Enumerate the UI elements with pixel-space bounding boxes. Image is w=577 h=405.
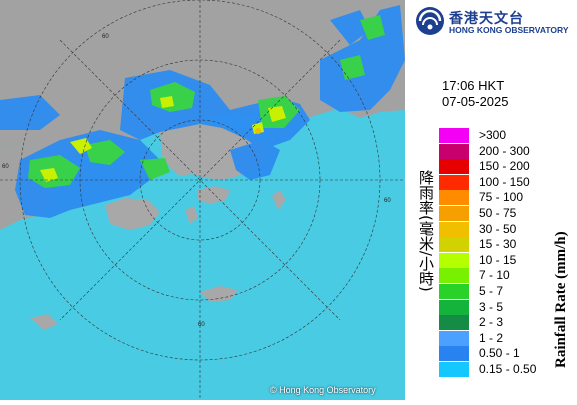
org-name-en: HONG KONG OBSERVATORY <box>449 25 569 35</box>
legend-item: 3 - 5 <box>439 299 577 315</box>
legend-item: 50 - 75 <box>439 206 577 221</box>
legend-label: 100 - 150 <box>479 174 530 189</box>
legend-label: 15 - 30 <box>479 237 517 252</box>
rain-echoes-heavy <box>40 96 286 182</box>
legend-swatch <box>439 174 469 190</box>
obs-time: 17:06 HKT <box>442 78 505 93</box>
legend-item: 0.50 - 1 <box>439 346 577 362</box>
legend-swatch <box>439 128 469 143</box>
legend-swatch <box>439 346 469 362</box>
range-label-west: 60 <box>2 164 9 170</box>
legend-swatch <box>439 252 469 268</box>
legend-panel: 香港天文台 HONG KONG OBSERVATORY 17:06 HKT 07… <box>405 0 577 400</box>
legend-item: 30 - 50 <box>439 221 577 237</box>
legend-swatch <box>439 268 469 284</box>
legend-item: 10 - 15 <box>439 252 577 268</box>
legend-swatch <box>439 190 469 206</box>
legend-label: 2 - 3 <box>479 315 504 330</box>
legend-swatch <box>439 315 469 331</box>
legend-label: >300 <box>479 128 507 142</box>
legend-swatch <box>439 206 469 221</box>
legend-item: 7 - 10 <box>439 268 577 284</box>
mainland-china <box>0 0 405 160</box>
hko-logo: 香港天文台 HONG KONG OBSERVATORY <box>415 6 575 38</box>
legend-label: 10 - 15 <box>479 252 517 267</box>
eastern-islands <box>272 190 286 210</box>
obs-date: 07-05-2025 <box>442 94 509 109</box>
legend-title-en-wrap: Rainfall Rate (mm/h) <box>551 168 571 368</box>
wanshan-islands <box>200 286 238 302</box>
legend-swatch <box>439 299 469 315</box>
range-label-north: 60 <box>102 34 109 40</box>
legend-item: 100 - 150 <box>439 174 577 190</box>
legend-label: 3 - 5 <box>479 299 504 314</box>
legend-item: 2 - 3 <box>439 315 577 331</box>
legend-item: 5 - 7 <box>439 284 577 299</box>
radar-map-svg: 60 60 60 60 <box>0 0 405 400</box>
legend-item: 15 - 30 <box>439 237 577 253</box>
range-label-east: 60 <box>384 198 391 204</box>
legend-swatch <box>439 362 469 377</box>
legend-label: 150 - 200 <box>479 159 530 174</box>
observation-time: 17:06 HKT 07-05-2025 <box>442 78 509 110</box>
legend-item: 150 - 200 <box>439 159 577 175</box>
legend-swatch <box>439 237 469 253</box>
south-islands <box>30 314 58 330</box>
org-name-cn: 香港天文台 <box>449 11 524 27</box>
legend-item: 1 - 2 <box>439 330 577 346</box>
legend-label: 0.50 - 1 <box>479 346 520 361</box>
legend-item: 75 - 100 <box>439 190 577 206</box>
legend-label: 50 - 75 <box>479 206 517 220</box>
legend-label: 1 - 2 <box>479 330 504 345</box>
legend-label: 30 - 50 <box>479 221 517 236</box>
legend-item: >300 <box>439 128 577 143</box>
legend-label: 75 - 100 <box>479 190 524 205</box>
legend-swatch <box>439 284 469 299</box>
radar-map: 60 60 60 60 © Hong Kong Observatory <box>0 0 405 400</box>
legend-swatch <box>439 159 469 175</box>
range-label-south: 60 <box>198 322 205 328</box>
legend-title-en: Rainfall Rate (mm/h) <box>553 231 569 368</box>
legend-swatch <box>439 143 469 159</box>
copyright-text: © Hong Kong Observatory <box>270 385 376 395</box>
legend-item: 200 - 300 <box>439 143 577 159</box>
legend-title-cn: 降雨率(毫米/小時) <box>417 170 435 292</box>
legend-label: 0.15 - 0.50 <box>479 362 537 376</box>
radar-range-rings <box>0 0 405 400</box>
legend-label: 5 - 7 <box>479 284 504 298</box>
legend-swatch <box>439 330 469 346</box>
lamma-island <box>185 206 198 224</box>
hko-logo-icon <box>416 7 444 35</box>
hk-island <box>198 186 230 204</box>
legend-label: 7 - 10 <box>479 268 510 283</box>
legend-label: 200 - 300 <box>479 143 530 158</box>
legend-item: 0.15 - 0.50 <box>439 362 577 377</box>
legend-swatch <box>439 221 469 237</box>
